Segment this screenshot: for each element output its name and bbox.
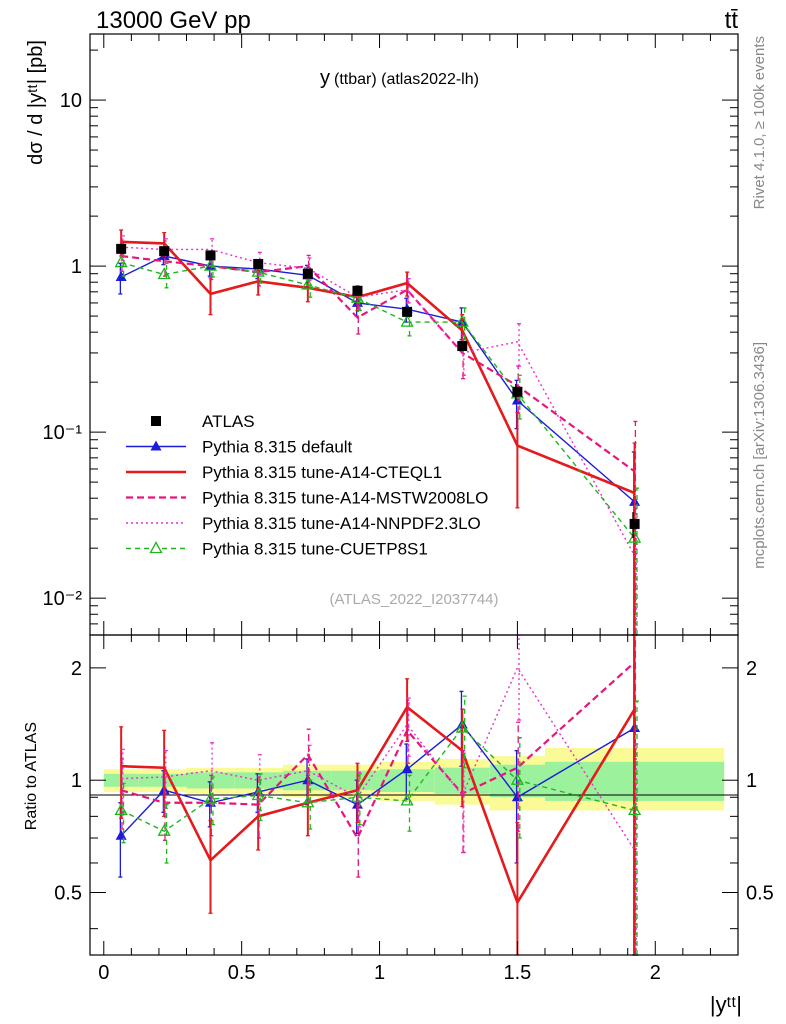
y-tick-label: 10⁻¹ (43, 422, 83, 444)
legend-label: Pythia 8.315 tune-A14-MSTW2008LO (202, 489, 488, 508)
ratio-y-tick-label-right: 2 (746, 658, 757, 680)
ratio-y-tick-label: 2 (71, 658, 82, 680)
process-label: tt̄ (725, 7, 739, 34)
data-point (157, 823, 171, 836)
legend-item: Pythia 8.315 tune-A14-NNPDF2.3LO (126, 514, 481, 533)
y-tick-label: 10⁻² (43, 588, 83, 610)
data-point (157, 267, 171, 280)
legend-item: Pythia 8.315 default (126, 438, 353, 457)
data-point (251, 264, 265, 277)
x-tick-label: 0.5 (228, 962, 256, 984)
series-line (121, 666, 636, 851)
legend-item: Pythia 8.315 tune-A14-CTEQL1 (126, 463, 442, 482)
data-point (116, 243, 127, 254)
data-point (455, 720, 469, 733)
data-point (401, 763, 413, 774)
data-point (302, 268, 313, 279)
y-tick-label: 1 (71, 256, 82, 278)
series-0 (116, 243, 640, 539)
legend-label: ATLAS (202, 412, 255, 431)
data-point (350, 290, 365, 303)
main-ylabel: dσ / d |yᵗᵗ| [pb] (25, 40, 47, 165)
ratio-y-tick-label: 0.5 (54, 883, 82, 905)
data-point (251, 788, 265, 801)
y-tick-label: 10 (60, 90, 82, 112)
data-point (400, 793, 414, 806)
data-point (511, 394, 523, 405)
series-5 (114, 695, 642, 956)
series-line (120, 261, 636, 539)
data-point (203, 791, 218, 804)
data-point (510, 772, 525, 785)
band-inner (186, 772, 235, 789)
data-point (350, 789, 365, 802)
x-tick-label: 2 (650, 962, 661, 984)
series-line (120, 726, 635, 832)
data-point (629, 518, 640, 529)
watermark: (ATLAS_2022_I2037744) (329, 591, 498, 608)
data-point (205, 250, 216, 261)
data-point (455, 314, 469, 327)
legend-label: Pythia 8.315 tune-CUETP8S1 (202, 540, 428, 559)
legend-item: Pythia 8.315 tune-A14-MSTW2008LO (126, 489, 488, 508)
series-line (120, 723, 635, 837)
data-point (512, 386, 523, 397)
legend-marker (151, 416, 161, 426)
ratio-panel: 2 2 1 1 0.5 0.5 0 0.5 1 1.5 2 Ratio to ATLAS |yᵗᵗ| (23, 634, 774, 1017)
data-point (457, 341, 468, 352)
x-axis-label: |yᵗᵗ| (710, 992, 742, 1017)
energy-label: 13000 GeV pp (96, 7, 251, 34)
legend: ATLAS Pythia 8.315 default Pythia 8.315 tu… (126, 412, 488, 559)
main-title-sub: (ttbar) (atlas2022-lh) (334, 71, 479, 88)
data-point (352, 285, 363, 296)
ratio-y-tick-label-right: 0.5 (746, 883, 774, 905)
legend-marker (149, 541, 163, 554)
data-point (627, 530, 642, 543)
legend-label: Pythia 8.315 default (202, 438, 353, 457)
main-panel: 10 1 10⁻¹ 10⁻² y (ttbar) (atlas2022-lh) (AT… (25, 33, 739, 636)
data-point (301, 277, 315, 290)
series-line (120, 661, 636, 841)
x-tick-label: 1 (374, 962, 385, 984)
main-title-main: y (320, 67, 330, 89)
legend-item: ATLAS (151, 412, 255, 431)
data-point (115, 270, 127, 281)
ratio-y-tick-label-right: 1 (746, 770, 757, 792)
data-point (114, 803, 128, 816)
data-point (627, 803, 642, 816)
ratio-frame (89, 634, 739, 956)
x-tick-label: 1.5 (503, 962, 531, 984)
series-line (121, 246, 636, 557)
series-3 (119, 634, 638, 956)
data-point (115, 829, 127, 840)
data-point (159, 246, 170, 257)
series-4 (120, 634, 639, 956)
band-inner (379, 769, 435, 792)
legend-item: Pythia 8.315 tune-CUETP8S1 (126, 540, 428, 559)
legend-label: Pythia 8.315 tune-A14-CTEQL1 (202, 463, 442, 482)
mcplots-label: mcplots.cern.ch [arXiv:1306.3436] (751, 342, 768, 569)
band-inner (138, 773, 187, 787)
legend-label: Pythia 8.315 tune-A14-NNPDF2.3LO (202, 514, 481, 533)
data-point (114, 255, 128, 268)
data-point (203, 258, 218, 271)
data-point (301, 795, 315, 808)
data-point (402, 306, 413, 317)
x-tick-label: 0 (98, 962, 109, 984)
ratio-ylabel: Ratio to ATLAS (23, 722, 40, 830)
data-point (400, 314, 414, 327)
ratio-y-tick-label: 1 (71, 770, 82, 792)
rivet-label: Rivet 4.1.0, ≥ 100k events (751, 36, 768, 209)
data-point (253, 258, 264, 269)
series-line (120, 255, 636, 503)
legend-marker (150, 440, 162, 451)
